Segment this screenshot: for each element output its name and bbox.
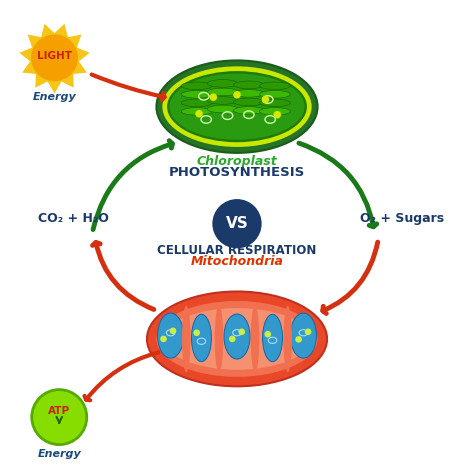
Ellipse shape: [259, 108, 290, 115]
Ellipse shape: [147, 292, 327, 386]
Text: Energy: Energy: [37, 449, 81, 459]
Circle shape: [160, 336, 167, 342]
Circle shape: [170, 328, 176, 334]
Text: O₂ + Sugars: O₂ + Sugars: [360, 211, 444, 225]
Ellipse shape: [259, 91, 290, 98]
Text: LIGHT: LIGHT: [37, 51, 72, 62]
Circle shape: [233, 91, 241, 99]
Ellipse shape: [233, 90, 264, 97]
Ellipse shape: [191, 314, 211, 362]
Ellipse shape: [290, 313, 317, 358]
Text: CELLULAR RESPIRATION: CELLULAR RESPIRATION: [157, 244, 317, 257]
Polygon shape: [19, 24, 90, 93]
Ellipse shape: [207, 88, 238, 96]
Ellipse shape: [207, 105, 238, 113]
Ellipse shape: [233, 107, 264, 114]
Ellipse shape: [207, 80, 238, 87]
Ellipse shape: [283, 306, 292, 372]
Text: ATP: ATP: [48, 406, 70, 417]
Circle shape: [229, 336, 236, 342]
Circle shape: [210, 93, 217, 101]
Ellipse shape: [169, 73, 304, 140]
Ellipse shape: [207, 97, 238, 104]
Circle shape: [193, 329, 200, 336]
Ellipse shape: [157, 313, 183, 358]
Ellipse shape: [167, 71, 307, 142]
Ellipse shape: [181, 108, 212, 115]
Ellipse shape: [259, 82, 290, 90]
Ellipse shape: [156, 301, 318, 377]
Ellipse shape: [259, 99, 290, 107]
Ellipse shape: [233, 98, 264, 106]
Ellipse shape: [162, 66, 311, 147]
Circle shape: [32, 390, 87, 445]
Circle shape: [262, 96, 269, 103]
Ellipse shape: [156, 60, 318, 153]
Ellipse shape: [181, 91, 212, 98]
Ellipse shape: [224, 314, 250, 359]
Ellipse shape: [164, 308, 310, 370]
Ellipse shape: [233, 81, 264, 89]
Text: Mitochondria: Mitochondria: [191, 255, 283, 268]
Text: CO₂ + H₂O: CO₂ + H₂O: [38, 211, 109, 225]
Ellipse shape: [215, 306, 223, 372]
Circle shape: [238, 328, 245, 335]
Circle shape: [212, 199, 262, 248]
Text: VS: VS: [226, 216, 248, 231]
Text: Chloroplast: Chloroplast: [197, 155, 277, 168]
Circle shape: [305, 328, 311, 335]
Text: PHOTOSYNTHESIS: PHOTOSYNTHESIS: [169, 165, 305, 179]
Circle shape: [264, 331, 271, 337]
Ellipse shape: [181, 99, 212, 107]
Circle shape: [273, 111, 281, 118]
Text: Energy: Energy: [33, 91, 76, 102]
Circle shape: [31, 35, 78, 81]
Circle shape: [295, 336, 302, 343]
Circle shape: [195, 110, 203, 118]
Ellipse shape: [182, 306, 191, 372]
Ellipse shape: [263, 314, 283, 362]
Ellipse shape: [181, 82, 212, 90]
Ellipse shape: [251, 306, 259, 372]
